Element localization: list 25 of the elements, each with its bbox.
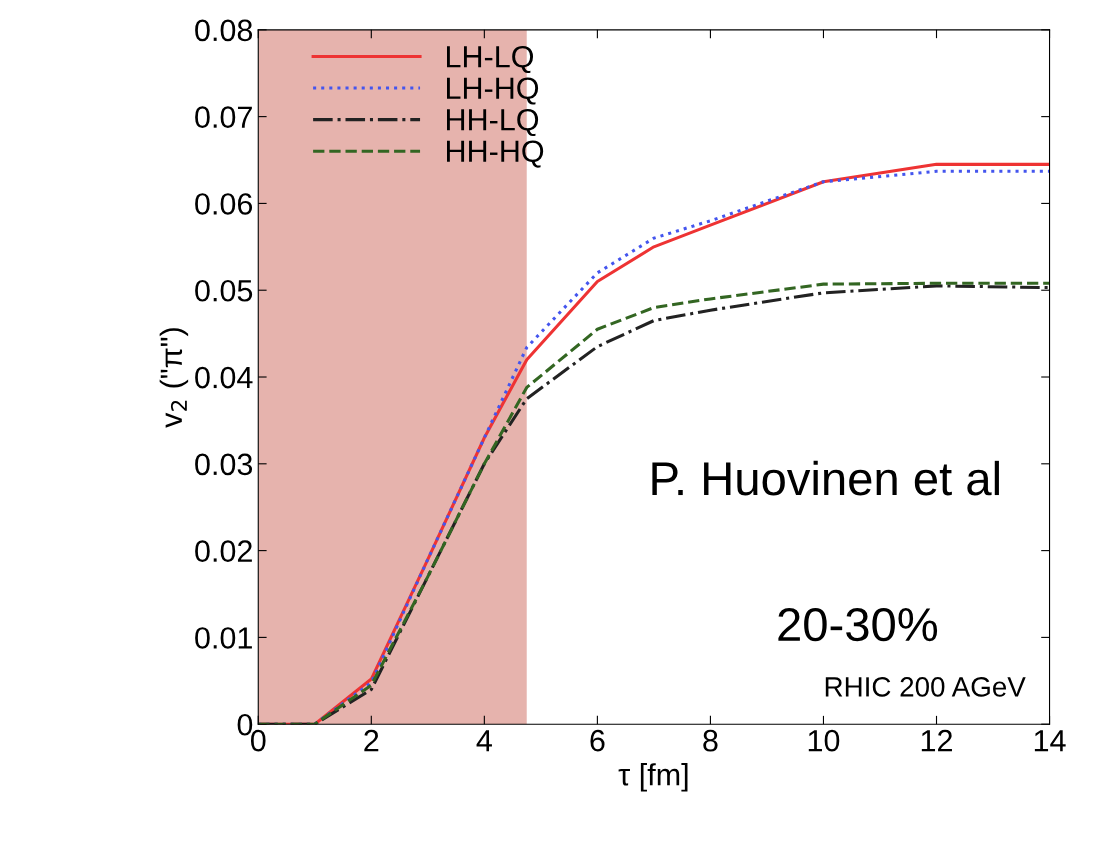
legend-label: HH-HQ xyxy=(447,140,544,168)
x-tick-label: 8 xyxy=(703,729,718,752)
legend-label: HH-LQ xyxy=(447,108,539,137)
y-axis-title: v$_{2}$ ("π") xyxy=(159,328,189,428)
x-tick-label: 2 xyxy=(364,729,379,752)
y-tick-label: 0.04 xyxy=(195,366,253,389)
y-tick-label: 0 xyxy=(237,713,253,736)
y-tick-label: 0.08 xyxy=(195,19,253,42)
y-tick-label: 0.05 xyxy=(195,279,253,302)
y-tick-label: 0.03 xyxy=(195,453,253,476)
x-tick-label: 4 xyxy=(476,730,492,752)
x-tick-label: 10 xyxy=(808,729,840,752)
annotation: RHIC 200 AGeV xyxy=(825,677,1026,697)
annotation: 20-30% xyxy=(778,607,938,642)
x-tick-label: 6 xyxy=(590,729,605,752)
annotation: P. Huovinen et al xyxy=(652,460,999,496)
x-tick-label: 14 xyxy=(1034,730,1066,752)
y-tick-label: 0.07 xyxy=(195,106,252,128)
legend-label: LH-HQ xyxy=(447,77,539,105)
y-tick-label: 0.01 xyxy=(195,627,252,649)
x-tick-label: 12 xyxy=(921,729,952,752)
x-axis-title: τ [fm] xyxy=(618,763,688,792)
legend-label: LH-LQ xyxy=(447,45,534,74)
y-tick-label: 0.06 xyxy=(195,193,253,215)
y-tick-label: 0.02 xyxy=(195,540,252,562)
